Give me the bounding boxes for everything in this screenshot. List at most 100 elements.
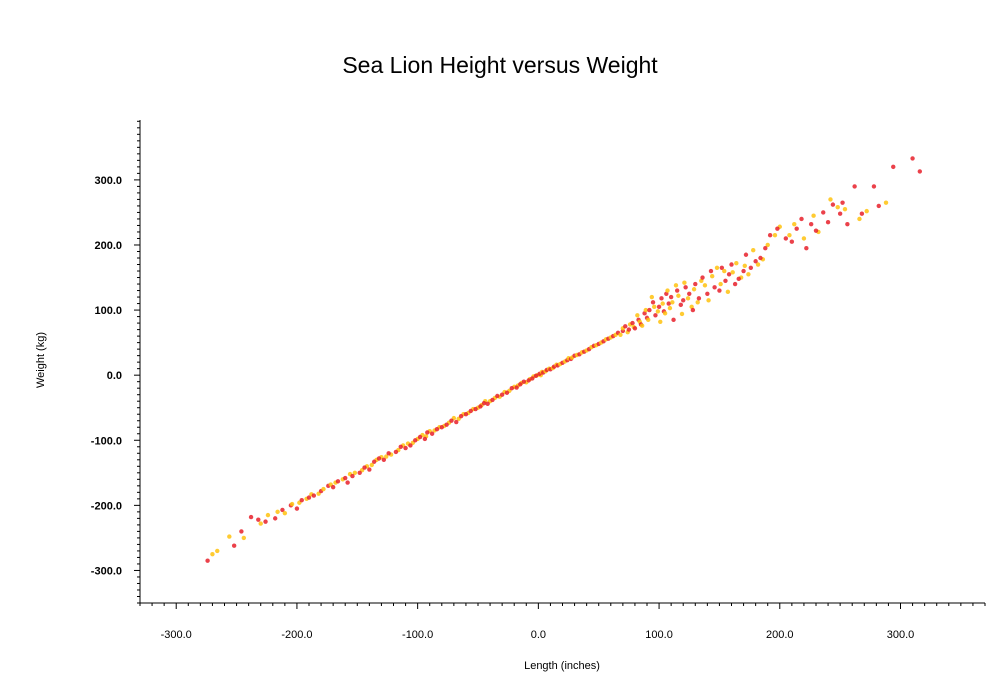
data-point: [685, 296, 691, 301]
data-point: [706, 298, 711, 303]
data-point: [367, 467, 372, 472]
data-point: [726, 272, 732, 277]
data-point: [662, 311, 668, 316]
data-point: [792, 221, 797, 227]
data-point: [876, 203, 881, 209]
data-point: [763, 246, 768, 251]
data-point: [485, 401, 490, 407]
data-point: [736, 276, 741, 282]
data-point: [649, 294, 655, 300]
data-point: [859, 211, 865, 216]
data-point: [386, 451, 391, 456]
data-point: [676, 293, 681, 298]
data-point: [256, 517, 261, 522]
data-point: [398, 444, 403, 449]
data-point: [343, 475, 348, 481]
data-point: [335, 479, 341, 484]
data-point: [289, 501, 295, 507]
data-point: [417, 434, 423, 440]
y-axis-title: Weight (kg): [35, 332, 47, 388]
data-point: [376, 456, 382, 461]
data-point: [258, 521, 263, 526]
data-point: [864, 208, 869, 214]
data-point: [660, 301, 665, 306]
data-point: [799, 216, 804, 222]
data-point: [263, 519, 268, 524]
data-point: [463, 412, 469, 417]
x-axis-title: Length (inches): [524, 660, 600, 672]
data-point: [265, 512, 271, 518]
x-tick-label: 100.0: [645, 629, 673, 641]
chart-title: Sea Lion Height versus Weight: [342, 52, 658, 78]
data-point: [695, 300, 700, 305]
data-point: [852, 184, 857, 189]
data-point: [723, 278, 728, 283]
data-point: [722, 268, 727, 274]
data-point: [656, 304, 662, 310]
data-point: [667, 305, 673, 311]
data-point: [495, 393, 500, 399]
data-point: [813, 228, 819, 233]
data-point: [702, 283, 708, 288]
data-point: [384, 454, 389, 459]
y-tick-label: 200.0: [94, 240, 122, 252]
x-tick-label: 300.0: [887, 629, 915, 641]
data-point: [454, 419, 459, 425]
data-point: [330, 484, 336, 490]
data-point: [311, 493, 317, 498]
data-points: [205, 156, 923, 563]
data-point: [808, 221, 814, 227]
data-point: [239, 529, 244, 534]
data-point: [231, 543, 237, 548]
data-point: [783, 236, 789, 241]
data-point: [787, 233, 792, 238]
data-point: [514, 385, 519, 390]
data-point: [804, 246, 809, 251]
data-point: [413, 438, 418, 443]
data-point: [422, 436, 428, 442]
data-point: [801, 236, 807, 241]
data-point: [729, 262, 734, 267]
x-tick-labels: -300.0 -200.0 -100.0 0.0 100.0 200.0 300.0: [161, 629, 915, 641]
data-point: [490, 397, 495, 403]
data-point: [273, 516, 278, 521]
data-point: [530, 376, 535, 381]
data-point: [714, 265, 720, 270]
data-point: [789, 239, 795, 244]
x-tick-label: -100.0: [402, 629, 433, 641]
data-point: [837, 211, 843, 216]
data-point: [674, 288, 680, 293]
data-point: [746, 272, 751, 277]
y-minor-ticks: [134, 120, 140, 604]
x-tick-label: -200.0: [281, 629, 312, 641]
data-point: [717, 288, 722, 293]
data-point: [632, 326, 638, 331]
data-point: [473, 406, 478, 412]
data-point: [518, 382, 523, 387]
data-point: [652, 304, 657, 310]
data-point: [639, 323, 645, 328]
data-point: [666, 301, 671, 306]
data-point: [509, 385, 514, 391]
x-minor-ticks: [139, 603, 986, 609]
data-point: [725, 289, 731, 295]
data-point: [647, 307, 652, 313]
data-point: [700, 275, 705, 280]
data-point: [693, 281, 698, 287]
data-point: [623, 324, 628, 329]
data-point: [772, 233, 778, 238]
data-point: [741, 268, 746, 274]
data-point: [755, 262, 761, 267]
data-point: [842, 206, 848, 212]
y-tick-label: 100.0: [94, 305, 122, 317]
data-point: [429, 431, 435, 436]
data-point: [705, 291, 710, 297]
data-point: [718, 281, 723, 287]
data-point: [767, 233, 773, 238]
data-point: [743, 252, 749, 257]
data-point: [403, 445, 408, 451]
data-point: [468, 408, 473, 414]
data-point: [458, 413, 464, 419]
data-point: [840, 200, 845, 205]
data-point: [481, 400, 487, 406]
